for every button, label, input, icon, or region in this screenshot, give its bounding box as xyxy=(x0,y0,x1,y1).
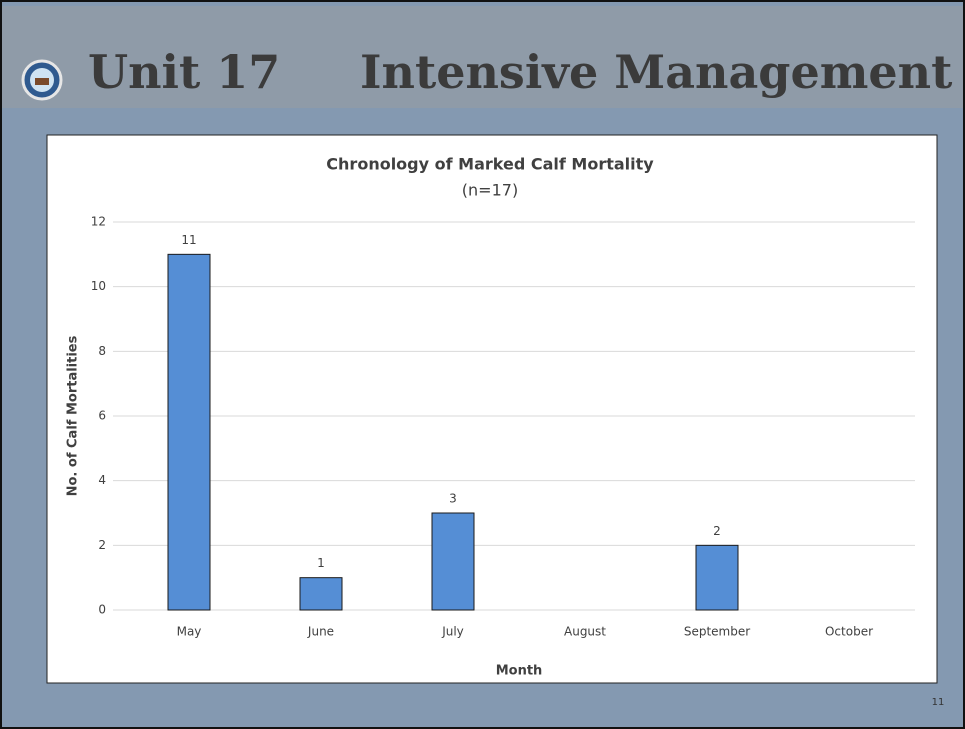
y-tick-label: 8 xyxy=(98,344,106,358)
chart-subtitle: (n=17) xyxy=(462,181,518,200)
header-band xyxy=(2,6,963,108)
data-label: 11 xyxy=(181,233,196,247)
bar xyxy=(299,577,343,611)
y-tick-label: 0 xyxy=(98,603,106,617)
x-tick-label: June xyxy=(307,625,334,639)
slide-title-right: Intensive Management xyxy=(360,45,953,99)
data-label: 1 xyxy=(317,556,325,570)
y-tick-label: 4 xyxy=(98,473,106,487)
x-tick-label: August xyxy=(564,625,606,639)
y-tick-label: 10 xyxy=(91,279,106,293)
page-number: 11 xyxy=(932,697,945,708)
data-label: 3 xyxy=(449,492,457,506)
bar xyxy=(431,512,475,611)
y-tick-label: 2 xyxy=(98,538,106,552)
y-tick-label: 6 xyxy=(98,409,106,423)
y-axis-label: No. of Calf Mortalities xyxy=(66,335,81,496)
bar xyxy=(167,253,211,611)
bar xyxy=(695,544,739,611)
x-tick-label: May xyxy=(177,625,202,639)
x-tick-label: September xyxy=(684,625,750,639)
x-tick-label: October xyxy=(825,625,873,639)
chart-title: Chronology of Marked Calf Mortality xyxy=(326,155,654,174)
x-axis-label: Month xyxy=(496,664,543,679)
logo xyxy=(21,59,63,101)
slide-title: Unit 17 xyxy=(88,45,280,99)
x-tick-label: July xyxy=(441,625,464,639)
y-tick-label: 12 xyxy=(91,215,106,229)
data-label: 2 xyxy=(713,524,721,538)
